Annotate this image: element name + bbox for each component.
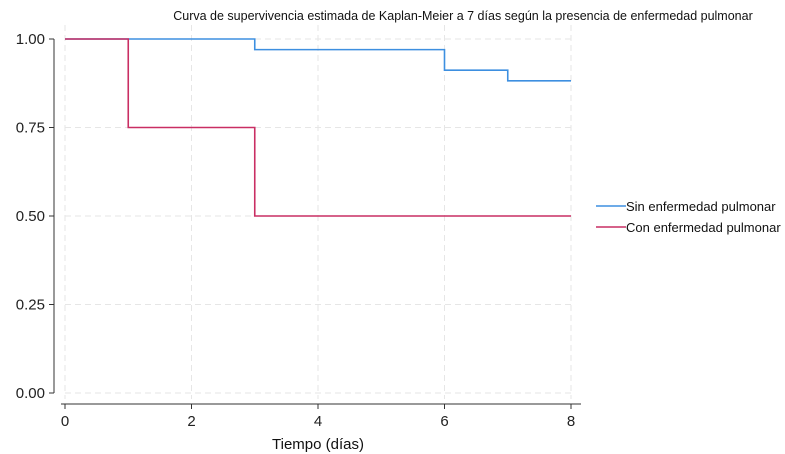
legend-label: Con enfermedad pulmonar (626, 220, 781, 235)
legend-label: Sin enfermedad pulmonar (626, 199, 776, 214)
x-tick-label: 4 (314, 413, 322, 430)
x-tick-label: 2 (187, 413, 195, 430)
chart-title: Curva de supervivencia estimada de Kapla… (173, 9, 753, 23)
y-tick-label: 1.00 (16, 31, 45, 48)
x-tick-label: 0 (61, 413, 69, 430)
series-line-con-enfermedad (65, 38, 571, 217)
legend: Sin enfermedad pulmonar Con enfermedad pu… (596, 199, 781, 235)
axes: 0.00 0.25 0.50 0.75 1.00 0 2 4 6 8 (16, 31, 581, 430)
y-tick-label: 0.50 (16, 208, 45, 225)
x-tick-label: 6 (440, 413, 448, 430)
series-line-sin-enfermedad (65, 38, 571, 82)
y-tick-label: 0.25 (16, 297, 45, 314)
series (65, 38, 571, 217)
grid (64, 25, 572, 399)
y-tick-label: 0.00 (16, 385, 45, 402)
y-tick-label: 0.75 (16, 120, 45, 137)
x-tick-label: 8 (567, 413, 575, 430)
x-axis-title: Tiempo (días) (272, 436, 364, 453)
